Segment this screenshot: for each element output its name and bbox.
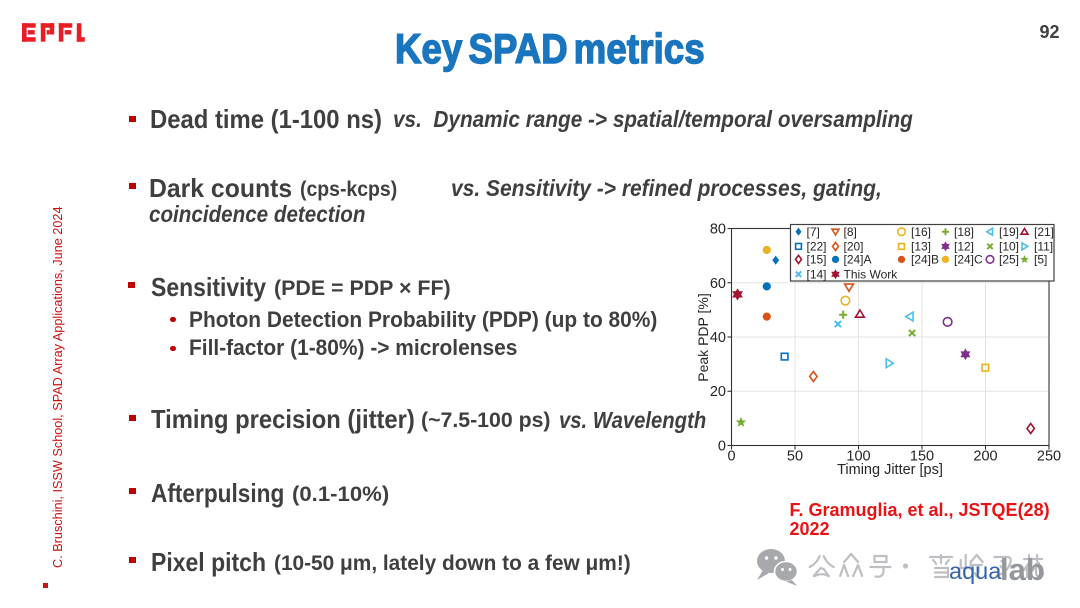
svg-text:250: 250 (1037, 449, 1061, 465)
svg-text:[20]: [20] (844, 240, 864, 254)
svg-text:[11]: [11] (1034, 240, 1053, 254)
svg-text:[21]: [21] (1034, 225, 1054, 239)
svg-text:[12]: [12] (954, 240, 974, 254)
svg-text:0: 0 (718, 439, 726, 455)
svg-text:60: 60 (710, 276, 726, 292)
svg-text:0: 0 (727, 449, 735, 465)
svg-text:[25]: [25] (999, 253, 1019, 267)
svg-text:40: 40 (710, 330, 726, 346)
svg-text:150: 150 (910, 449, 934, 465)
svg-text:[24]B: [24]B (911, 253, 939, 267)
svg-text:20: 20 (710, 384, 726, 400)
svg-text:200: 200 (973, 449, 997, 465)
svg-text:Timing Jitter [ps]: Timing Jitter [ps] (837, 462, 943, 478)
svg-text:[14]: [14] (807, 268, 827, 282)
svg-text:[15]: [15] (807, 253, 827, 267)
svg-text:[13]: [13] (911, 240, 931, 254)
svg-text:This Work: This Work (844, 268, 899, 282)
svg-text:[5]: [5] (1034, 253, 1047, 267)
svg-text:[24]C: [24]C (954, 253, 983, 267)
svg-text:50: 50 (787, 449, 803, 465)
svg-text:[8]: [8] (844, 225, 857, 239)
svg-text:[10]: [10] (999, 240, 1019, 254)
svg-text:Peak PDP [%]: Peak PDP [%] (695, 293, 711, 381)
svg-text:[19]: [19] (999, 225, 1019, 239)
svg-text:[16]: [16] (911, 225, 931, 239)
svg-text:80: 80 (710, 222, 726, 238)
svg-text:[7]: [7] (807, 225, 820, 239)
svg-text:[22]: [22] (807, 240, 827, 254)
svg-text:[24]A: [24]A (844, 253, 872, 267)
svg-text:100: 100 (846, 449, 870, 465)
svg-text:[18]: [18] (954, 225, 974, 239)
